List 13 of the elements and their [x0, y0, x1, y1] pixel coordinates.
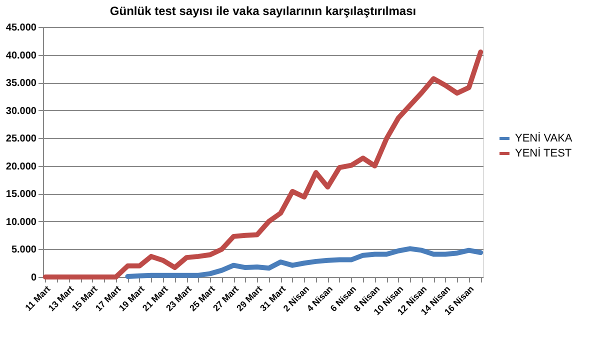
y-tick-label: 30.000 — [6, 106, 37, 117]
y-tick-label: 15.000 — [6, 189, 37, 200]
legend-label: YENİ VAKA — [515, 132, 573, 144]
chart-title: Günlük test sayısı ile vaka sayılarının karşılaştırılması — [110, 4, 416, 18]
y-tick-label: 40.000 — [6, 50, 37, 62]
y-tick-label: 0 — [30, 272, 37, 284]
y-tick-label: 25.000 — [6, 134, 37, 145]
y-tick-label: 20.000 — [6, 161, 37, 172]
y-tick-label: 5.000 — [11, 244, 37, 256]
y-tick-label: 10.000 — [6, 216, 37, 228]
y-tick-label: 45.000 — [6, 22, 37, 34]
legend-label: YENİ TEST — [515, 146, 572, 160]
y-tick-label: 35.000 — [6, 78, 37, 90]
